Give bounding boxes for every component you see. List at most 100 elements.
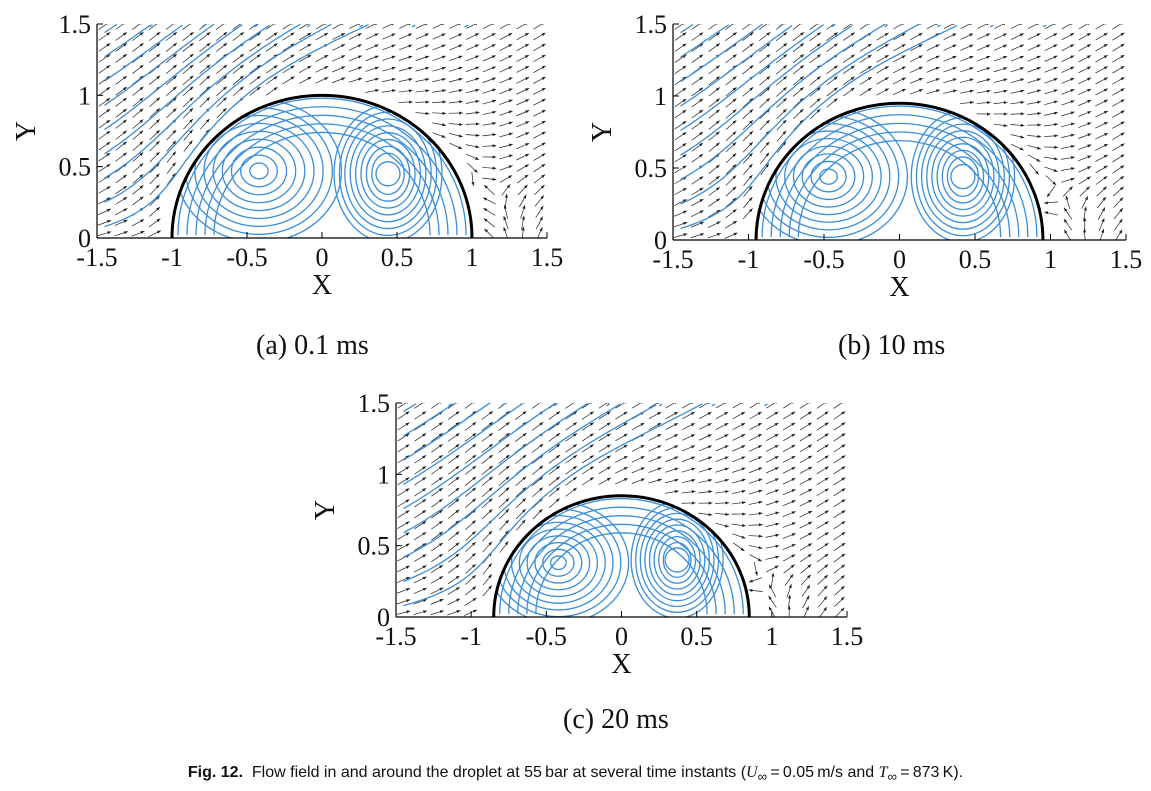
velocity-arrowhead bbox=[716, 198, 721, 202]
streamline bbox=[104, 24, 369, 228]
velocity-arrowhead bbox=[707, 456, 712, 460]
velocity-arrowhead bbox=[483, 208, 488, 212]
velocity-arrowhead bbox=[850, 65, 855, 70]
velocity-arrowhead bbox=[1070, 177, 1075, 181]
velocity-arrowhead bbox=[441, 44, 446, 48]
velocity-arrow bbox=[1011, 24, 1021, 29]
velocity-arrowhead bbox=[424, 44, 429, 48]
velocity-arrowhead bbox=[1070, 33, 1075, 37]
velocity-arrowhead bbox=[139, 185, 144, 189]
velocity-arrowhead bbox=[189, 64, 194, 69]
velocity-arrowhead bbox=[422, 477, 427, 481]
velocity-arrow bbox=[758, 24, 768, 30]
velocity-arrowhead bbox=[1120, 154, 1125, 158]
velocity-arrowhead bbox=[256, 54, 261, 58]
velocity-arrowhead bbox=[256, 65, 261, 69]
velocity-arrowhead bbox=[122, 152, 127, 157]
velocity-arrowhead bbox=[699, 109, 704, 114]
velocity-arrowhead bbox=[918, 33, 923, 37]
velocity-arrowhead bbox=[1019, 55, 1024, 59]
velocity-arrowhead bbox=[307, 43, 312, 48]
velocity-arrowhead bbox=[405, 532, 410, 536]
velocity-arrowhead bbox=[525, 110, 530, 114]
velocity-arrowhead bbox=[682, 210, 687, 214]
velocity-arrow bbox=[414, 403, 424, 409]
velocity-arrowhead bbox=[155, 184, 160, 189]
velocity-arrowhead bbox=[775, 522, 780, 526]
velocity-arrowhead bbox=[471, 553, 476, 557]
x-tick-label: 1 bbox=[765, 622, 778, 651]
velocity-arrowhead bbox=[484, 228, 489, 233]
velocity-arrowhead bbox=[808, 532, 813, 536]
figure-caption: Fig. 12. Flow field in and around the dr… bbox=[0, 764, 1151, 784]
velocity-arrowhead bbox=[1103, 154, 1108, 159]
velocity-arrowhead bbox=[1003, 56, 1008, 59]
velocity-arrowhead bbox=[884, 55, 889, 59]
velocity-arrowhead bbox=[139, 86, 144, 91]
velocity-arrowhead bbox=[539, 476, 544, 481]
velocity-arrowhead bbox=[505, 498, 510, 502]
velocity-arrowhead bbox=[172, 86, 177, 91]
velocity-arrow bbox=[332, 24, 343, 30]
velocity-arrowhead bbox=[488, 585, 492, 590]
velocity-arrowhead bbox=[422, 466, 427, 470]
velocity-arrowhead bbox=[206, 86, 211, 91]
velocity-arrow bbox=[1044, 24, 1055, 30]
velocity-arrowhead bbox=[969, 55, 974, 59]
streamline bbox=[680, 24, 920, 205]
velocity-arrowhead bbox=[732, 142, 737, 147]
velocity-arrowhead bbox=[408, 66, 413, 70]
velocity-arrowhead bbox=[438, 554, 443, 558]
velocity-arrowhead bbox=[422, 411, 427, 415]
velocity-arrow bbox=[533, 24, 543, 30]
y-tick-label: 0.5 bbox=[635, 154, 668, 183]
velocity-arrowhead bbox=[707, 445, 712, 449]
velocity-arrowhead bbox=[541, 109, 546, 114]
velocity-arrowhead bbox=[539, 216, 543, 221]
velocity-arrowhead bbox=[472, 609, 477, 613]
velocity-arrowhead bbox=[699, 221, 704, 225]
interface-streamline bbox=[770, 114, 1029, 238]
velocity-arrowhead bbox=[589, 466, 594, 470]
velocity-arrow bbox=[943, 24, 954, 29]
velocity-arrow bbox=[994, 24, 1005, 29]
velocity-arrowhead bbox=[156, 218, 161, 223]
velocity-arrowhead bbox=[357, 33, 362, 37]
velocity-arrow bbox=[859, 24, 869, 30]
velocity-arrow bbox=[265, 24, 275, 30]
velocity-arrowhead bbox=[623, 411, 628, 415]
velocity-arrowhead bbox=[765, 130, 770, 135]
velocity-arrowhead bbox=[808, 521, 813, 525]
velocity-arrowhead bbox=[123, 231, 128, 235]
velocity-arrowhead bbox=[758, 500, 763, 504]
velocity-arrowhead bbox=[623, 467, 628, 471]
interface-streamline bbox=[499, 497, 744, 615]
x-tick-label: -1.5 bbox=[76, 243, 117, 272]
velocity-arrowhead bbox=[455, 487, 460, 492]
velocity-arrowhead bbox=[488, 454, 493, 459]
velocity-arrowhead bbox=[572, 466, 577, 470]
velocity-arrowhead bbox=[489, 433, 493, 437]
velocity-arrowhead bbox=[405, 510, 410, 514]
velocity-arrowhead bbox=[422, 554, 427, 558]
velocity-arrowhead bbox=[742, 512, 746, 516]
velocity-arrowhead bbox=[555, 487, 560, 492]
y-tick-label: 1.5 bbox=[358, 389, 391, 418]
vortex-streamline bbox=[931, 136, 995, 217]
velocity-arrowhead bbox=[799, 76, 804, 80]
velocity-arrow bbox=[691, 24, 701, 30]
y-tick-label: 0.5 bbox=[358, 532, 391, 561]
velocity-arrowhead bbox=[139, 152, 144, 156]
velocity-arrowhead bbox=[172, 140, 177, 145]
velocity-arrowhead bbox=[1053, 89, 1058, 93]
velocity-arrowhead bbox=[657, 478, 662, 482]
velocity-arrowhead bbox=[522, 433, 527, 437]
velocity-arrowhead bbox=[807, 433, 812, 437]
velocity-arrowhead bbox=[766, 76, 771, 80]
velocity-arrowhead bbox=[508, 132, 513, 136]
streamline bbox=[306, 24, 311, 28]
velocity-arrowhead bbox=[425, 78, 430, 82]
velocity-arrowhead bbox=[508, 154, 513, 158]
velocity-arrowhead bbox=[657, 467, 662, 471]
velocity-arrowhead bbox=[406, 610, 411, 614]
